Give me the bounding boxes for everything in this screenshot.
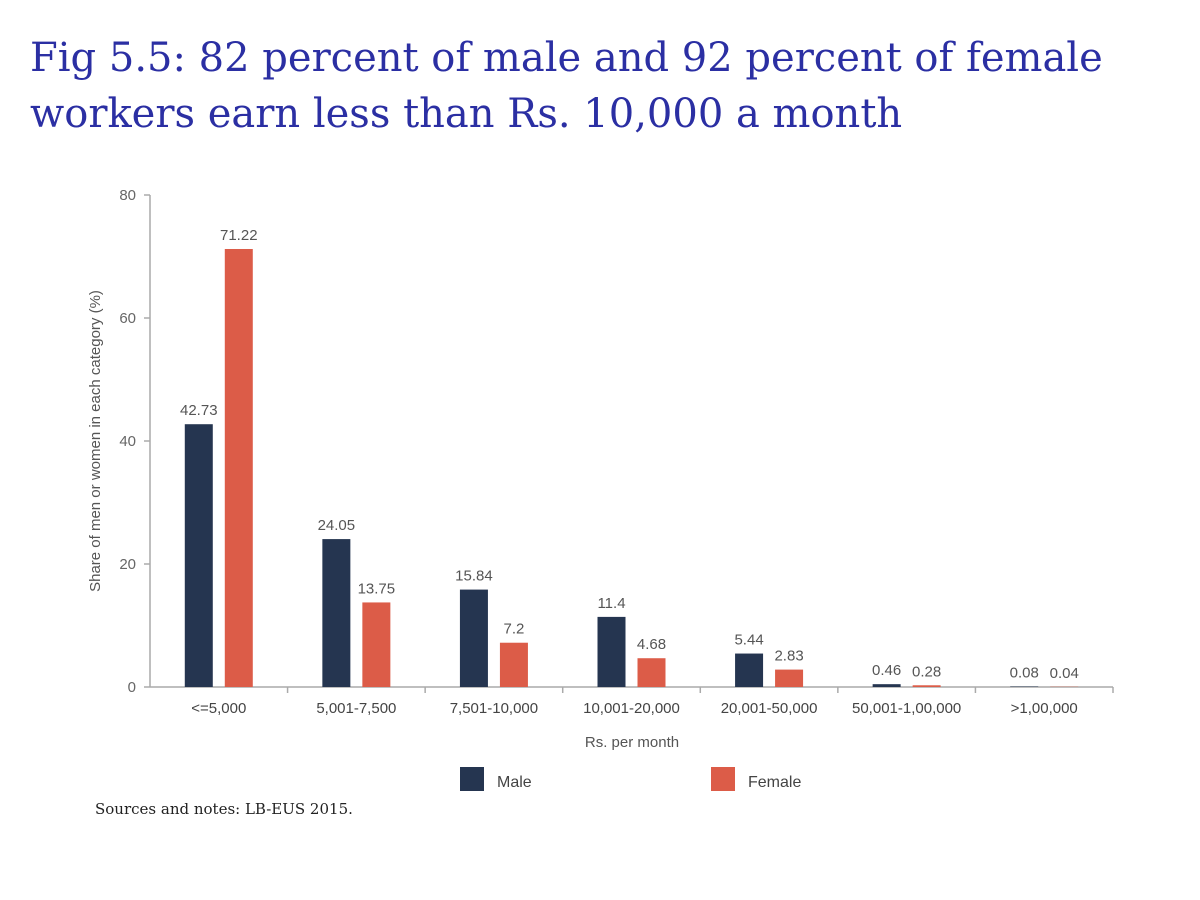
bar-male-0 <box>184 424 213 687</box>
category-labels: <=5,000 5,001-7,500 7,501-10,000 10,001-20,… <box>191 700 1078 717</box>
bar-male-3 <box>597 616 626 687</box>
bar-female-1 <box>362 602 391 687</box>
chart-title-line-1: Fig 5.5: 82 percent of male and 92 perce… <box>30 35 1103 81</box>
data-label-male-2: 15.84 <box>455 568 493 585</box>
chart-title: Fig 5.5: 82 percent of male and 92 perce… <box>30 30 1170 142</box>
y-tick-label: 60 <box>119 310 136 327</box>
y-tick-label: 40 <box>119 433 136 450</box>
legend-label-male: Male <box>497 774 532 791</box>
legend-swatch-male <box>460 767 484 791</box>
data-label-female-1: 13.75 <box>358 580 396 597</box>
bar-female-5 <box>912 685 941 687</box>
bar-male-2 <box>459 589 488 687</box>
bar-male-4 <box>735 653 764 687</box>
data-label-female-4: 2.83 <box>774 648 803 665</box>
data-label-female-2: 7.2 <box>503 621 524 638</box>
bar-male-5 <box>872 684 901 687</box>
bar-female-0 <box>224 248 253 687</box>
category-label-2: 7,501-10,000 <box>450 700 538 717</box>
category-label-5: 50,001-1,00,000 <box>852 700 961 717</box>
data-label-male-4: 5.44 <box>734 632 763 649</box>
chart-title-line-2: workers earn less than Rs. 10,000 a mont… <box>30 91 903 137</box>
legend-label-female: Female <box>748 774 801 791</box>
bars-group: 42.73 71.22 24.05 13.75 15.84 7.2 11.4 4.68 5.44… <box>180 227 1079 687</box>
legend-swatch-female <box>711 767 735 791</box>
source-note: Sources and notes: LB-EUS 2015. <box>95 800 353 818</box>
y-axis-ticks: 0 20 40 60 80 <box>119 187 150 696</box>
category-label-0: <=5,000 <box>191 700 246 717</box>
y-tick-label: 20 <box>119 556 136 573</box>
data-label-female-3: 4.68 <box>637 636 666 653</box>
x-axis-title: Rs. per month <box>585 734 679 751</box>
bar-female-3 <box>637 658 666 687</box>
data-label-female-6: 0.04 <box>1050 665 1079 682</box>
data-label-male-0: 42.73 <box>180 402 218 419</box>
data-label-male-1: 24.05 <box>318 517 356 534</box>
data-label-male-6: 0.08 <box>1010 665 1039 682</box>
data-label-female-5: 0.28 <box>912 663 941 680</box>
legend: Male Female <box>460 767 801 791</box>
data-label-female-0: 71.22 <box>220 227 258 244</box>
category-label-4: 20,001-50,000 <box>721 700 818 717</box>
y-axis-title: Share of men or women in each category (… <box>87 290 104 592</box>
y-tick-label: 0 <box>128 679 136 696</box>
bar-female-2 <box>499 642 528 687</box>
x-axis-ticks <box>286 687 1114 693</box>
bar-female-4 <box>775 669 804 687</box>
data-label-male-5: 0.46 <box>872 662 901 679</box>
category-label-3: 10,001-20,000 <box>583 700 680 717</box>
category-label-1: 5,001-7,500 <box>316 700 396 717</box>
data-label-male-3: 11.4 <box>597 595 625 612</box>
bar-male-1 <box>322 539 351 687</box>
category-label-6: >1,00,000 <box>1011 700 1078 717</box>
y-tick-label: 80 <box>119 187 136 204</box>
